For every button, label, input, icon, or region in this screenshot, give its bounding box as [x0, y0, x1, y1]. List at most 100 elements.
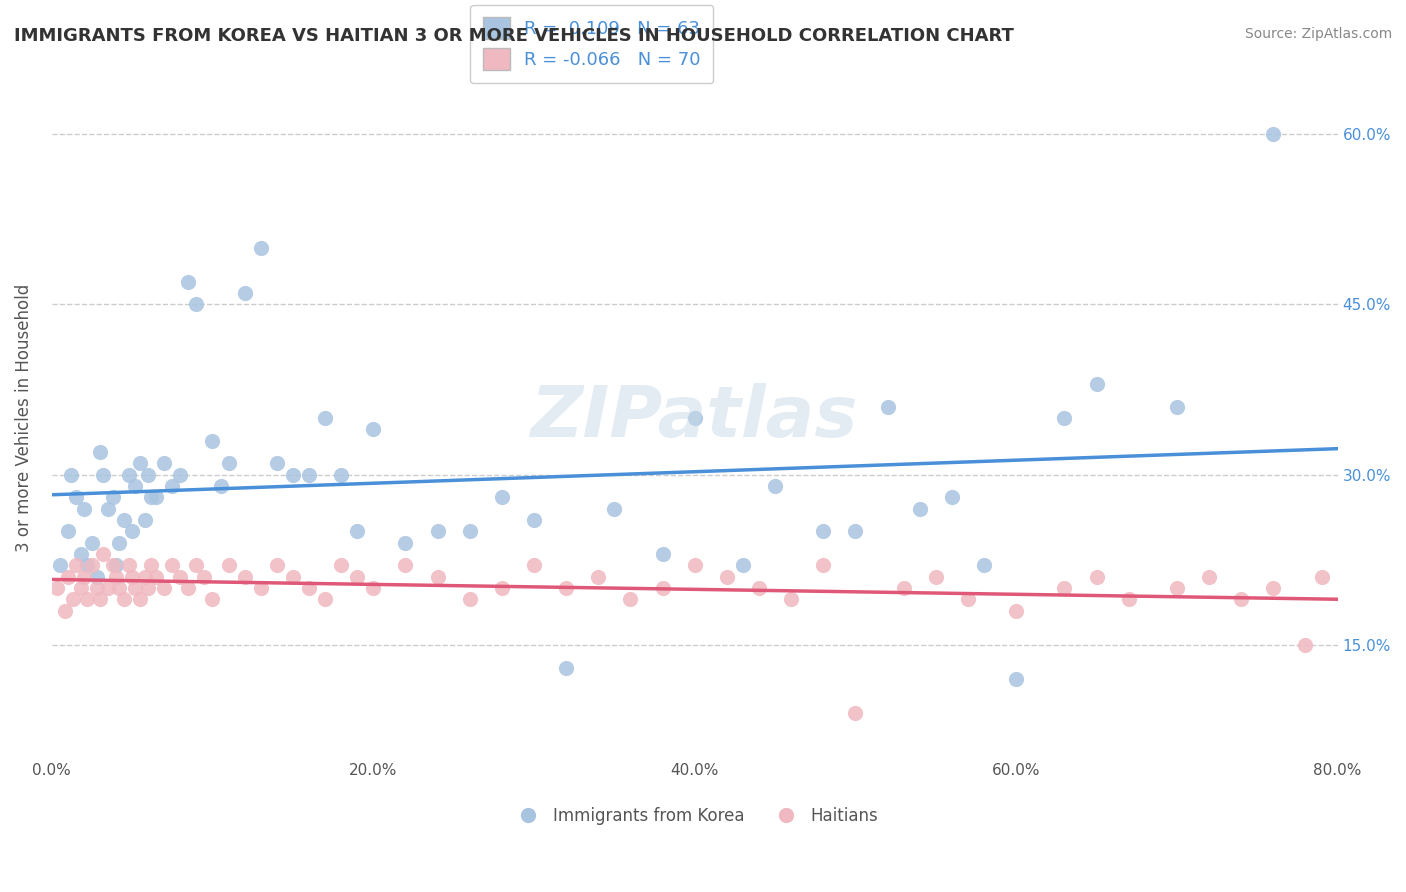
Point	[1005, 672, 1028, 686]
Point	[153, 456, 176, 470]
Point	[186, 297, 208, 311]
Point	[145, 570, 167, 584]
Point	[218, 558, 240, 573]
Point	[105, 570, 128, 584]
Point	[73, 570, 96, 584]
Point	[89, 592, 111, 607]
Point	[97, 501, 120, 516]
Point	[458, 592, 481, 607]
Point	[1230, 592, 1253, 607]
Point	[651, 581, 673, 595]
Point	[346, 524, 368, 539]
Point	[281, 570, 304, 584]
Point	[193, 570, 215, 584]
Point	[112, 592, 135, 607]
Point	[651, 547, 673, 561]
Point	[716, 570, 738, 584]
Point	[249, 581, 271, 595]
Point	[89, 445, 111, 459]
Point	[394, 558, 416, 573]
Point	[80, 535, 103, 549]
Point	[121, 524, 143, 539]
Point	[314, 592, 336, 607]
Point	[141, 491, 163, 505]
Point	[266, 456, 288, 470]
Point	[76, 558, 98, 573]
Point	[844, 524, 866, 539]
Point	[361, 422, 384, 436]
Point	[91, 467, 114, 482]
Point	[491, 491, 513, 505]
Point	[108, 581, 131, 595]
Point	[233, 286, 256, 301]
Point	[555, 660, 578, 674]
Point	[134, 513, 156, 527]
Point	[394, 535, 416, 549]
Point	[330, 558, 353, 573]
Point	[1263, 581, 1285, 595]
Point	[973, 558, 995, 573]
Point	[925, 570, 948, 584]
Point	[162, 558, 184, 573]
Point	[1085, 376, 1108, 391]
Point	[298, 581, 321, 595]
Point	[813, 524, 835, 539]
Point	[1166, 400, 1188, 414]
Point	[201, 434, 224, 448]
Point	[136, 581, 159, 595]
Point	[145, 491, 167, 505]
Point	[121, 570, 143, 584]
Point	[76, 592, 98, 607]
Point	[101, 558, 124, 573]
Point	[162, 479, 184, 493]
Point	[218, 456, 240, 470]
Y-axis label: 3 or more Vehicles in Household: 3 or more Vehicles in Household	[15, 284, 32, 552]
Point	[91, 547, 114, 561]
Point	[86, 581, 108, 595]
Point	[1053, 410, 1076, 425]
Point	[129, 592, 152, 607]
Point	[49, 558, 72, 573]
Point	[141, 558, 163, 573]
Point	[105, 558, 128, 573]
Point	[118, 467, 141, 482]
Point	[281, 467, 304, 482]
Point	[748, 581, 770, 595]
Point	[80, 558, 103, 573]
Point	[813, 558, 835, 573]
Point	[603, 501, 626, 516]
Point	[56, 524, 79, 539]
Point	[136, 467, 159, 482]
Point	[1263, 127, 1285, 141]
Text: Source: ZipAtlas.com: Source: ZipAtlas.com	[1244, 27, 1392, 41]
Point	[491, 581, 513, 595]
Point	[1053, 581, 1076, 595]
Point	[844, 706, 866, 720]
Point	[876, 400, 898, 414]
Point	[60, 467, 83, 482]
Point	[177, 275, 200, 289]
Point	[129, 456, 152, 470]
Point	[586, 570, 609, 584]
Point	[555, 581, 578, 595]
Point	[1198, 570, 1220, 584]
Point	[1085, 570, 1108, 584]
Point	[426, 570, 449, 584]
Point	[458, 524, 481, 539]
Point	[619, 592, 641, 607]
Point	[177, 581, 200, 595]
Point	[683, 410, 706, 425]
Point	[683, 558, 706, 573]
Point	[780, 592, 803, 607]
Point	[426, 524, 449, 539]
Point	[314, 410, 336, 425]
Point	[118, 558, 141, 573]
Point	[69, 581, 91, 595]
Point	[893, 581, 915, 595]
Point	[186, 558, 208, 573]
Point	[956, 592, 979, 607]
Point	[65, 491, 87, 505]
Point	[1005, 604, 1028, 618]
Point	[941, 491, 963, 505]
Point	[523, 513, 546, 527]
